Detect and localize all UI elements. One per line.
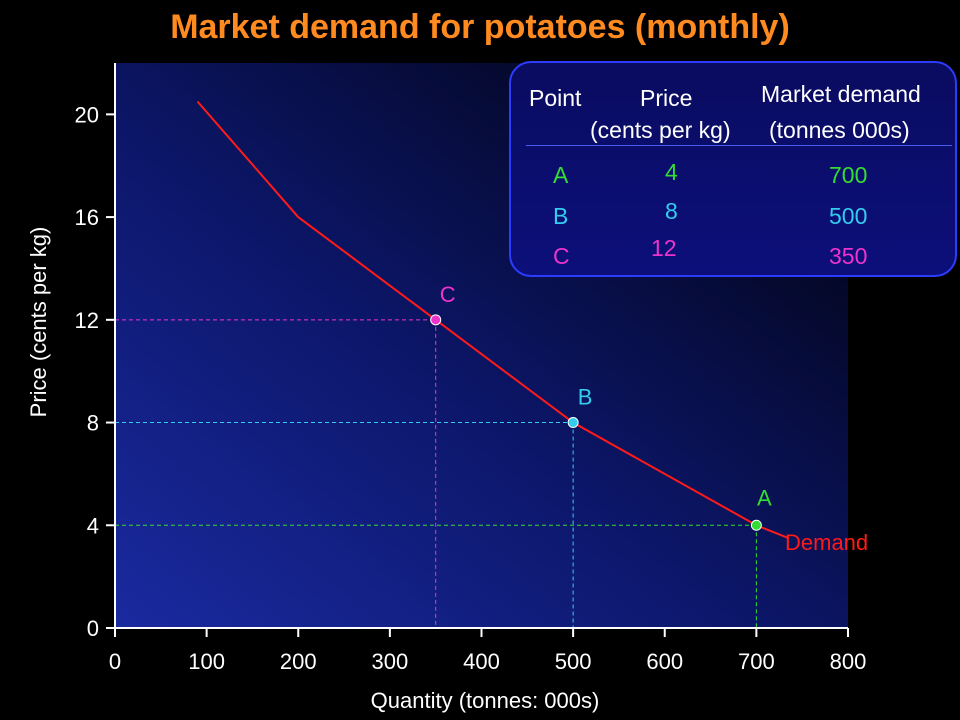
header-divider [526, 145, 952, 146]
x-tick-label: 600 [646, 649, 683, 674]
y-tick-label: 4 [87, 513, 99, 538]
demand-series-label: Demand [785, 530, 868, 555]
row-c-point: C [553, 243, 570, 269]
chart-title: Market demand for potatoes (monthly) [170, 8, 790, 46]
y-tick-label: 16 [75, 205, 99, 230]
x-tick-label: 500 [555, 649, 592, 674]
header-price: Price [640, 85, 693, 111]
header-demand-unit: (tonnes 000s) [769, 117, 910, 143]
y-tick-label: 0 [87, 616, 99, 641]
x-tick-label: 100 [188, 649, 225, 674]
point-b-marker [567, 417, 579, 429]
row-b-point: B [553, 203, 569, 229]
x-tick-label: 400 [463, 649, 500, 674]
header-price-unit: (cents per kg) [590, 117, 731, 143]
point-c-marker [430, 314, 442, 326]
x-tick-label: 800 [830, 649, 867, 674]
y-tick-label: 8 [87, 411, 99, 436]
point-b-label: B [578, 385, 593, 410]
header-point: Point [529, 85, 582, 111]
y-tick-label: 12 [75, 308, 99, 333]
demand-curve [196, 100, 789, 540]
x-tick-label: 700 [738, 649, 775, 674]
row-a-demand: 700 [829, 162, 868, 188]
row-a-price: 4 [665, 159, 678, 185]
demand-schedule-table: Point Price (cents per kg) Market demand… [509, 61, 957, 277]
x-axis-label: Quantity (tonnes: 000s) [371, 688, 600, 713]
y-axis-label: Price (cents per kg) [26, 227, 51, 418]
x-tick-label: 0 [109, 649, 121, 674]
row-a-point: A [553, 162, 569, 188]
x-tick-label: 300 [372, 649, 409, 674]
point-a-label: A [757, 485, 772, 510]
header-demand: Market demand [761, 81, 921, 107]
y-tick-label: 20 [75, 102, 99, 127]
row-c-price: 12 [651, 235, 677, 261]
point-a-marker [750, 519, 762, 531]
row-b-demand: 500 [829, 203, 868, 229]
row-c-demand: 350 [829, 243, 868, 269]
x-tick-label: 200 [280, 649, 317, 674]
row-b-price: 8 [665, 198, 678, 224]
point-c-label: C [440, 282, 456, 307]
